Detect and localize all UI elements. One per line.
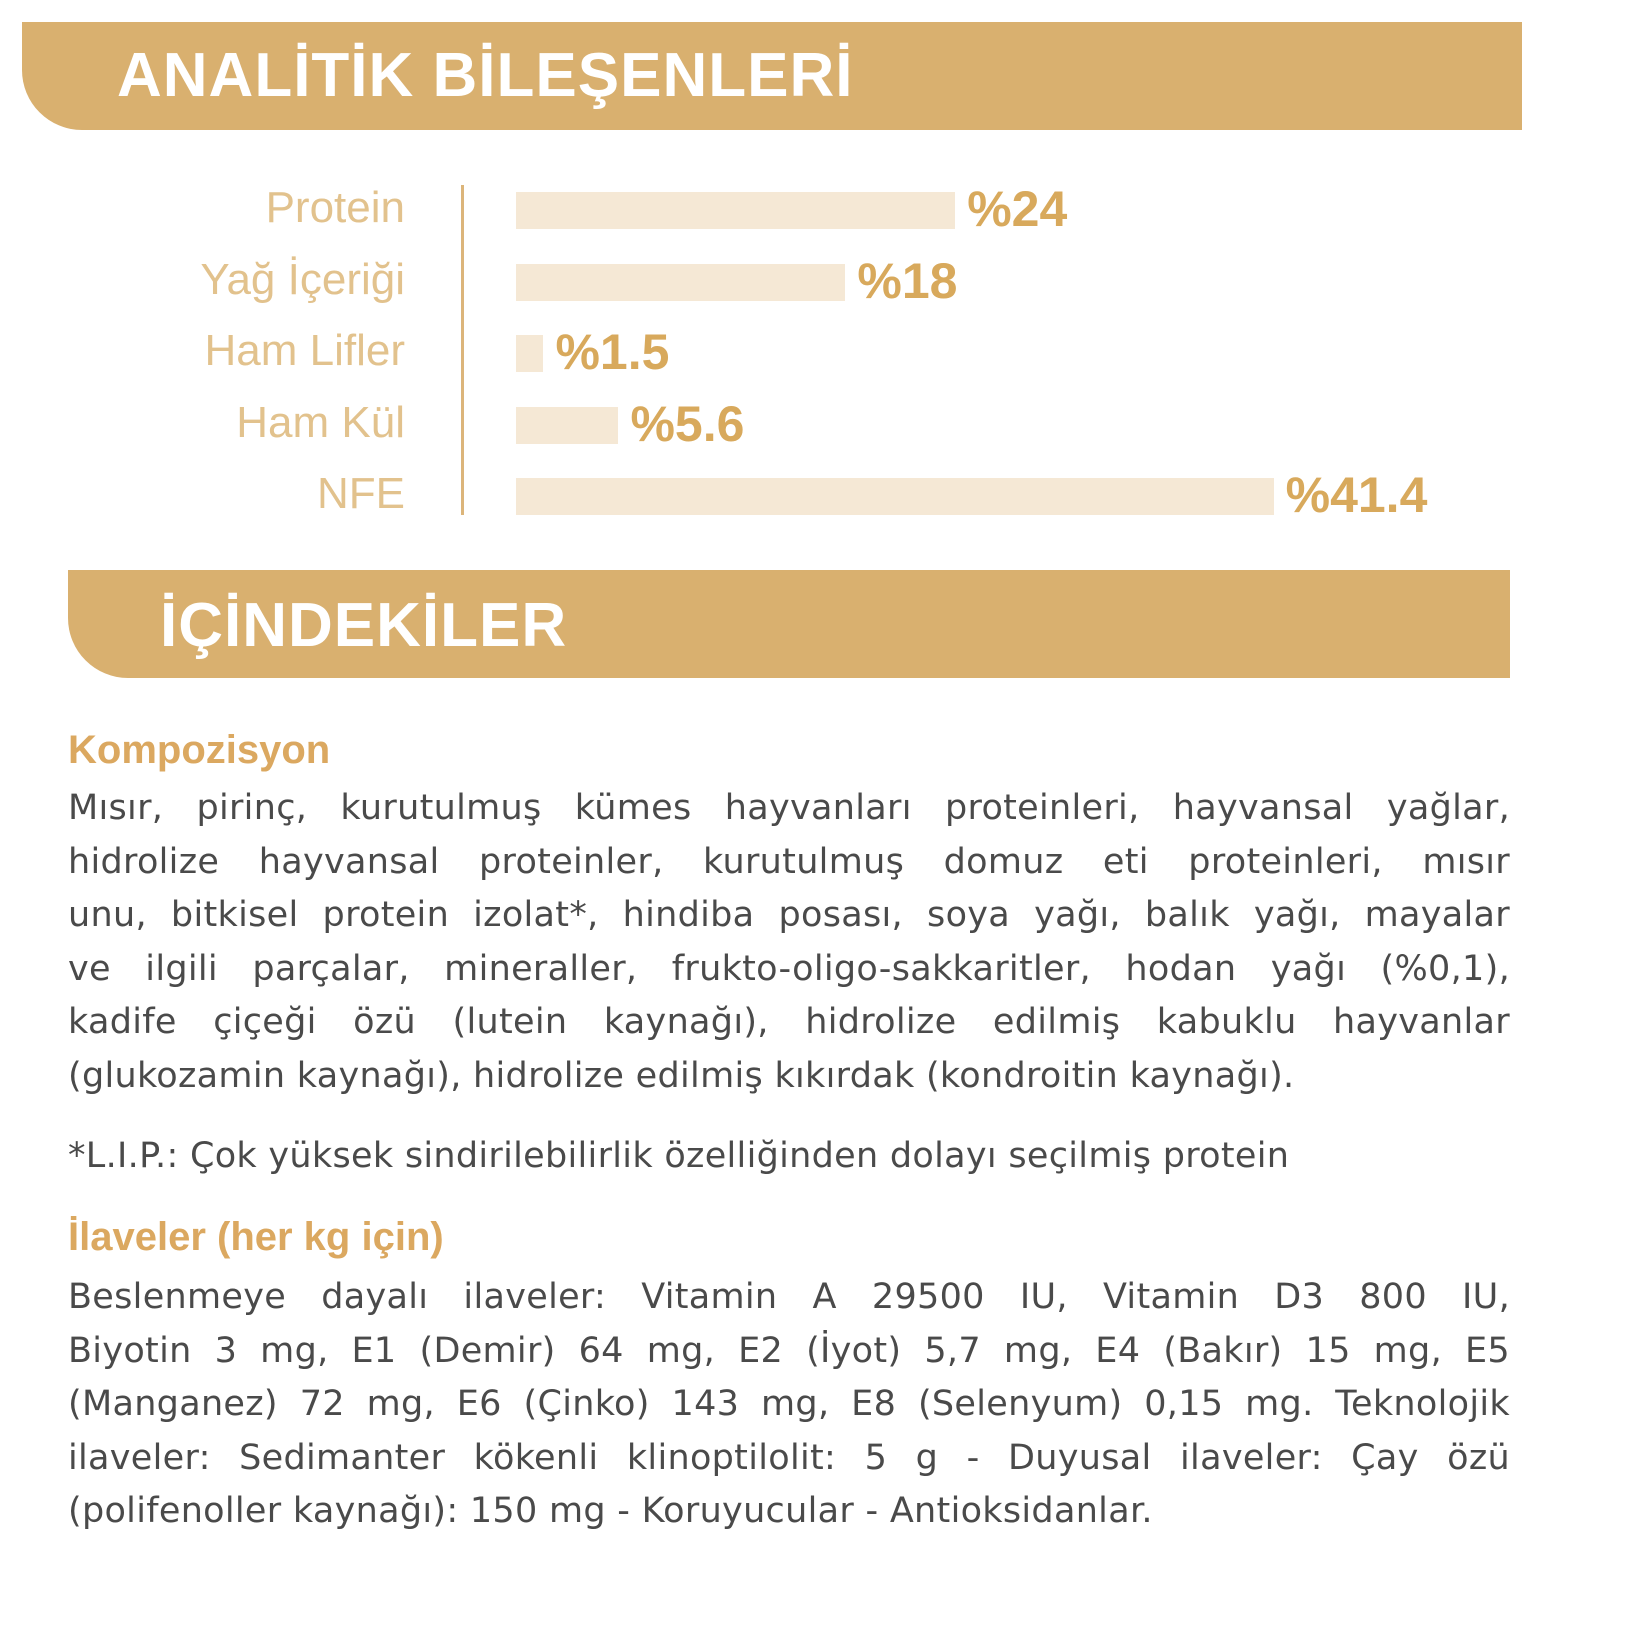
additives-title: İlaveler (her kg için) (68, 1215, 444, 1259)
analytic-components-header: ANALİTİK BİLEŞENLERİ (22, 22, 1522, 130)
bar-label: NFE (317, 469, 405, 518)
footnote: *L.I.P.: Çok yüksek sindirilebilirlik öz… (68, 1136, 1290, 1176)
composition-title: Kompozisyon (68, 728, 331, 772)
text-line: (polifenoller kaynağı): 150 mg - Koruyuc… (68, 1491, 1153, 1531)
text-line: (Manganez) 72 mg, E6 (Çinko) 143 mg, E8 … (68, 1384, 1510, 1424)
bar (516, 335, 544, 372)
bar (516, 406, 619, 444)
bar-value-label: %1.5 (555, 324, 670, 380)
text-line: unu, bitkisel protein izolat*, hindiba p… (68, 895, 1510, 935)
bar (516, 263, 846, 301)
bar-label: Ham Kül (236, 397, 405, 447)
text-line: Mısır, pirinç, kurutulmuş kümes hayvanla… (68, 788, 1510, 828)
bar (516, 192, 956, 229)
ingredients-title: İÇİNDEKİLER (160, 591, 568, 660)
bar-label: Protein (265, 183, 405, 232)
text-line: (glukozamin kaynağı), hidrolize edilmiş … (68, 1055, 1295, 1096)
text-line: Biyotin 3 mg, E1 (Demir) 64 mg, E2 (İyot… (68, 1330, 1510, 1371)
bar-value-label: %24 (967, 181, 1068, 237)
bar-value-label: %41.4 (1285, 467, 1428, 523)
text-line: hidrolize hayvansal proteinler, kurutulm… (68, 841, 1510, 882)
bar-value-label: %18 (857, 252, 958, 309)
analytic-components-title: ANALİTİK BİLEŞENLERİ (117, 41, 854, 110)
bar-label: Yağ İçeriği (200, 254, 405, 304)
bar (516, 478, 1274, 515)
bar-value-label: %5.6 (630, 395, 745, 452)
chart-axis-line (461, 185, 464, 515)
text-line: ve ilgili parçalar, mineraller, frukto-o… (68, 948, 1510, 989)
bar-label: Ham Lifler (204, 326, 406, 375)
text-line: ilaveler: Sedimanter kökenli klinoptilol… (68, 1437, 1510, 1478)
text-line: Beslenmeye dayalı ilaveler: Vitamin A 29… (68, 1277, 1510, 1317)
ingredients-header: İÇİNDEKİLER (68, 570, 1510, 678)
text-line: kadife çiçeği özü (lutein kaynağı), hidr… (68, 1002, 1510, 1042)
